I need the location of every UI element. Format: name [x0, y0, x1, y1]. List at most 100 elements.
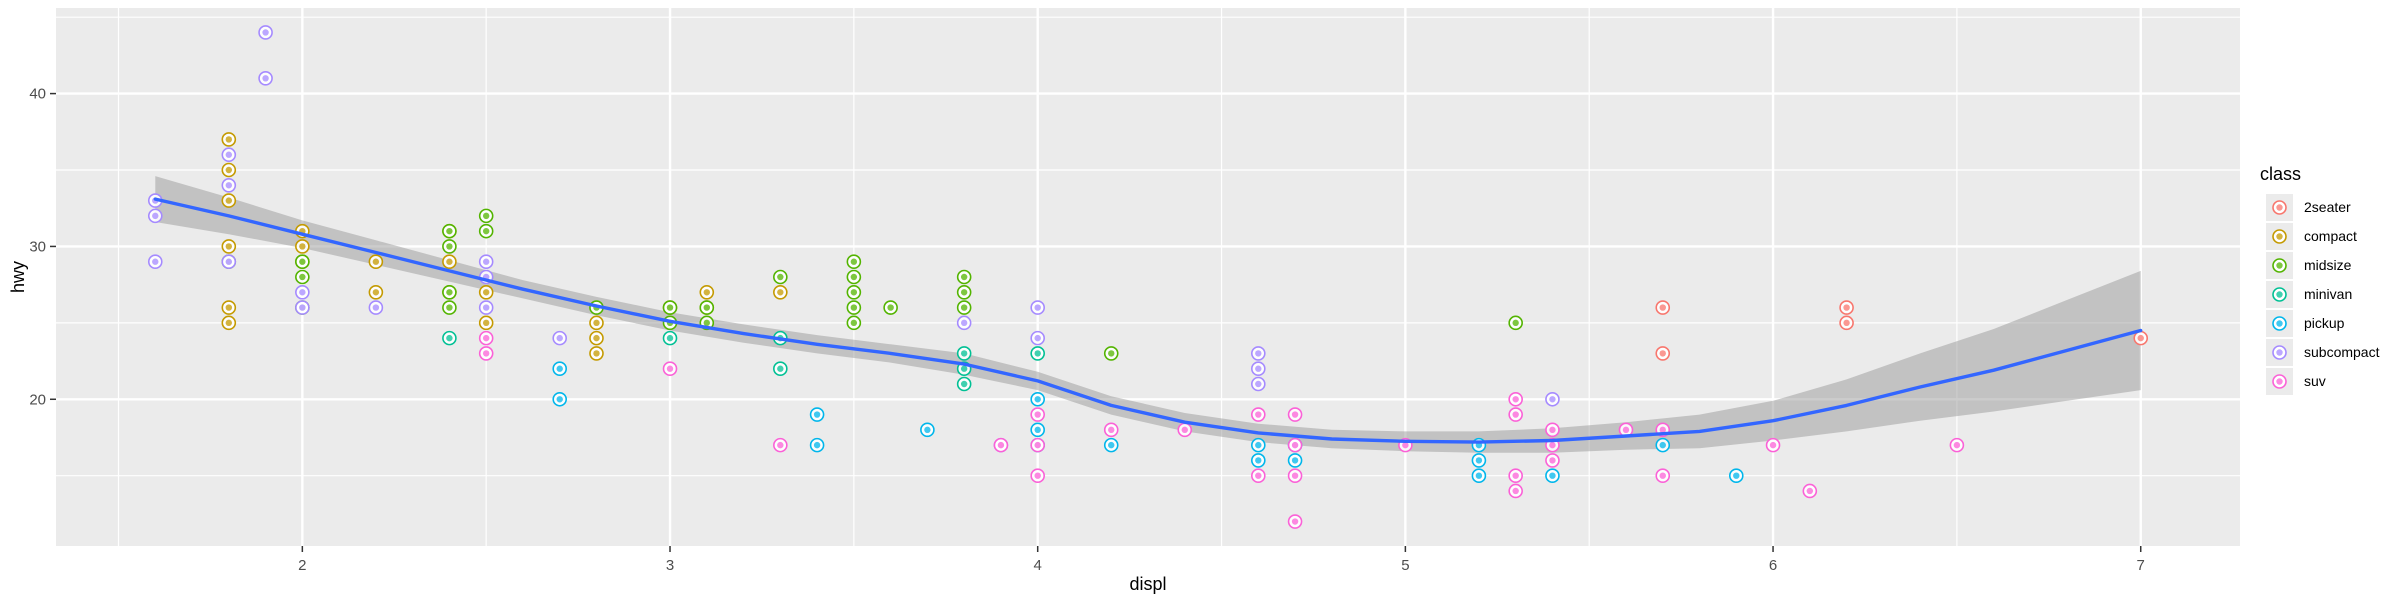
point-core-midsize: [1108, 350, 1115, 357]
point-core-suv: [1255, 411, 1262, 418]
legend-key-core: [2276, 349, 2283, 356]
point-core-suv: [1034, 411, 1041, 418]
point-core-midsize: [850, 304, 858, 311]
point-core-pickup: [556, 396, 563, 403]
legend-label: compact: [2304, 228, 2357, 244]
point-core-pickup: [556, 365, 563, 372]
smooth-line: [153, 197, 2143, 444]
point-core-suv: [997, 441, 1005, 449]
point-core-subcompact: [482, 258, 490, 265]
point-core-midsize: [960, 304, 968, 311]
point-core-suv: [777, 441, 784, 449]
x-tick-label: 7: [2137, 557, 2145, 574]
point-core-compact: [593, 334, 600, 342]
point-core-suv: [1549, 426, 1556, 434]
legend-key-core: [2276, 262, 2283, 269]
point-core-pickup: [1733, 472, 1740, 479]
point-core-minivan: [1034, 350, 1041, 357]
legend-key-core: [2276, 291, 2283, 298]
legend: class 2seater compact midsize minivan pickup…: [2260, 164, 2380, 395]
legend-items: 2seater compact midsize minivan pickup subcom…: [2266, 194, 2380, 395]
point-core-midsize: [446, 304, 453, 311]
x-tick-label: 5: [1401, 557, 1409, 574]
point-core-subcompact: [299, 289, 306, 296]
point-core-midsize: [446, 243, 453, 250]
point-core-suv: [1108, 426, 1115, 434]
point-core-subcompact: [1255, 380, 1262, 388]
point-core-midsize: [703, 304, 710, 311]
point-core-suv: [1512, 487, 1519, 495]
point-core-suv: [1402, 441, 1409, 449]
point-core-pickup: [1034, 396, 1041, 403]
point-core-compact: [593, 319, 600, 327]
point-core-subcompact: [482, 304, 490, 311]
x-axis: 2 3 4 5 6 7: [298, 546, 2145, 574]
point-core-suv: [1622, 426, 1630, 434]
point-core-pickup: [1034, 426, 1041, 434]
point-core-midsize: [850, 289, 858, 296]
point-core-subcompact: [1255, 365, 1262, 372]
point-core-suv: [1769, 441, 1777, 449]
point-core-minivan: [960, 365, 968, 372]
point-core-compact: [372, 258, 380, 265]
point-core-midsize: [666, 304, 674, 311]
legend-item-compact: compact: [2266, 223, 2357, 250]
point-core-compact: [446, 258, 453, 265]
point-core-suv: [1034, 441, 1041, 449]
legend-title: class: [2260, 164, 2301, 184]
legend-label: pickup: [2304, 315, 2345, 331]
point-core-pickup: [813, 441, 821, 449]
legend-item-suv: suv: [2266, 368, 2326, 395]
point-core-minivan: [777, 365, 784, 372]
point-core-suv: [1512, 396, 1519, 403]
point-core-compact: [225, 197, 233, 204]
point-core-subcompact: [262, 75, 269, 82]
point-core-suv: [1806, 487, 1814, 495]
point-core-minivan: [960, 350, 968, 357]
y-axis: 20 30 40: [29, 86, 56, 408]
point-core-midsize: [299, 258, 306, 265]
point-core-2seater: [2137, 334, 2144, 342]
point-core-minivan: [446, 334, 453, 342]
point-core-suv: [666, 365, 674, 372]
point-core-midsize: [1512, 319, 1519, 327]
legend-key-core: [2276, 378, 2283, 385]
point-core-2seater: [1843, 304, 1850, 311]
point-core-suv: [1291, 472, 1299, 479]
point-core-2seater: [1659, 350, 1666, 357]
y-tick-label: 40: [29, 86, 46, 103]
point-core-subcompact: [1034, 334, 1041, 342]
point-core-midsize: [703, 319, 710, 327]
point-core-subcompact: [556, 334, 563, 342]
point-core-suv: [1255, 472, 1262, 479]
point-core-suv: [1953, 441, 1961, 449]
x-tick-label: 2: [298, 557, 306, 574]
point-core-subcompact: [1255, 350, 1262, 357]
x-tick-label: 6: [1769, 557, 1777, 574]
legend-item-minivan: minivan: [2266, 281, 2352, 308]
point-core-subcompact: [225, 182, 233, 189]
point-core-subcompact: [960, 319, 968, 327]
point-core-pickup: [1255, 441, 1262, 449]
point-core-midsize: [960, 273, 968, 281]
point-core-suv: [1549, 457, 1556, 464]
point-core-compact: [703, 289, 710, 296]
point-core-compact: [593, 350, 600, 357]
point-core-midsize: [850, 258, 858, 265]
y-axis-label: hwy: [8, 261, 28, 293]
x-tick-label: 3: [666, 557, 674, 574]
point-core-subcompact: [299, 304, 306, 311]
point-core-suv: [1512, 472, 1519, 479]
point-core-compact: [482, 319, 490, 327]
point-core-suv: [1549, 441, 1556, 449]
point-core-midsize: [777, 273, 784, 281]
point-core-midsize: [299, 273, 306, 281]
point-core-suv: [482, 334, 490, 342]
point-core-subcompact: [225, 258, 233, 265]
point-core-midsize: [850, 273, 858, 281]
point-core-compact: [482, 289, 490, 296]
point-core-pickup: [813, 411, 821, 418]
point-core-subcompact: [1034, 304, 1041, 311]
